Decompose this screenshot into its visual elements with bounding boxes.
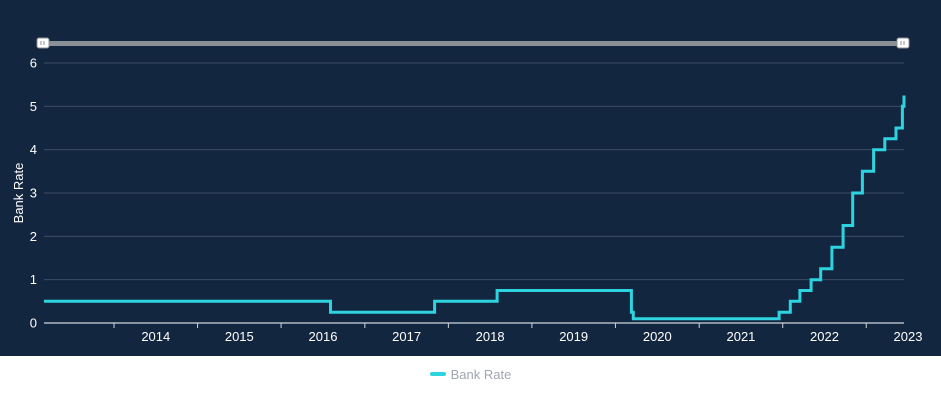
y-tick-label: 3	[30, 186, 37, 201]
x-tick-label: 2016	[309, 329, 338, 344]
y-tick-label: 2	[30, 229, 37, 244]
x-tick-label: 2015	[225, 329, 254, 344]
legend: Bank Rate	[0, 364, 941, 384]
navigator-right-handle[interactable]	[896, 37, 910, 49]
y-tick-label: 5	[30, 99, 37, 114]
legend-swatch	[429, 372, 446, 376]
x-tick-label: 2018	[476, 329, 505, 344]
series-line-bank-rate	[44, 95, 906, 321]
navigator-track[interactable]	[44, 41, 904, 46]
x-tick-label: 2020	[643, 329, 672, 344]
grip-handle-icon[interactable]	[36, 37, 50, 49]
y-tick-label: 1	[30, 272, 37, 287]
y-axis-title: Bank Rate	[11, 163, 26, 224]
grip-handle-icon[interactable]	[896, 37, 910, 49]
legend-label: Bank Rate	[450, 366, 512, 382]
bank-rate-chart: 0 1 2 3 4 5 6 2014 2015 2016 2017 2018 2019 2020 2021…	[11, 37, 923, 344]
x-tick-label: 2023	[894, 329, 923, 344]
x-axis: 2014 2015 2016 2017 2018 2019 2020 2021 2022 2023	[113, 323, 923, 344]
series-layer	[44, 95, 906, 321]
chart-area: 0 1 2 3 4 5 6 2014 2015 2016 2017 2018 2019 2020 2021…	[0, 0, 941, 356]
x-tick-label: 2017	[392, 329, 421, 344]
x-tick-label: 2021	[726, 329, 755, 344]
y-tick-label: 6	[30, 56, 37, 71]
grid-layer	[44, 62, 904, 324]
y-tick-label: 0	[30, 316, 37, 331]
navigator-left-handle[interactable]	[36, 37, 50, 49]
range-navigator[interactable]	[36, 37, 910, 49]
x-tick-label: 2014	[141, 329, 170, 344]
y-axis: 0 1 2 3 4 5 6	[30, 56, 37, 331]
legend-item-bank-rate[interactable]: Bank Rate	[429, 366, 512, 382]
y-tick-label: 4	[30, 142, 37, 157]
x-tick-label: 2019	[559, 329, 588, 344]
x-tick-label: 2022	[810, 329, 839, 344]
